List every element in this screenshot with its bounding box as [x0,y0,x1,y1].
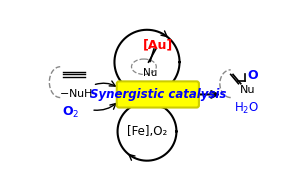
Text: H$_2$O: H$_2$O [233,101,259,116]
Text: O$_2$: O$_2$ [63,105,80,121]
Text: $-$NuH: $-$NuH [59,87,93,99]
FancyBboxPatch shape [117,81,199,108]
Text: [Au]: [Au] [143,39,173,52]
Text: Nu: Nu [240,85,256,95]
Text: O: O [248,70,258,82]
Text: [Fe],O₂: [Fe],O₂ [127,125,167,138]
Text: Nu: Nu [143,68,157,78]
Text: Synergistic catalysis: Synergistic catalysis [90,88,226,101]
